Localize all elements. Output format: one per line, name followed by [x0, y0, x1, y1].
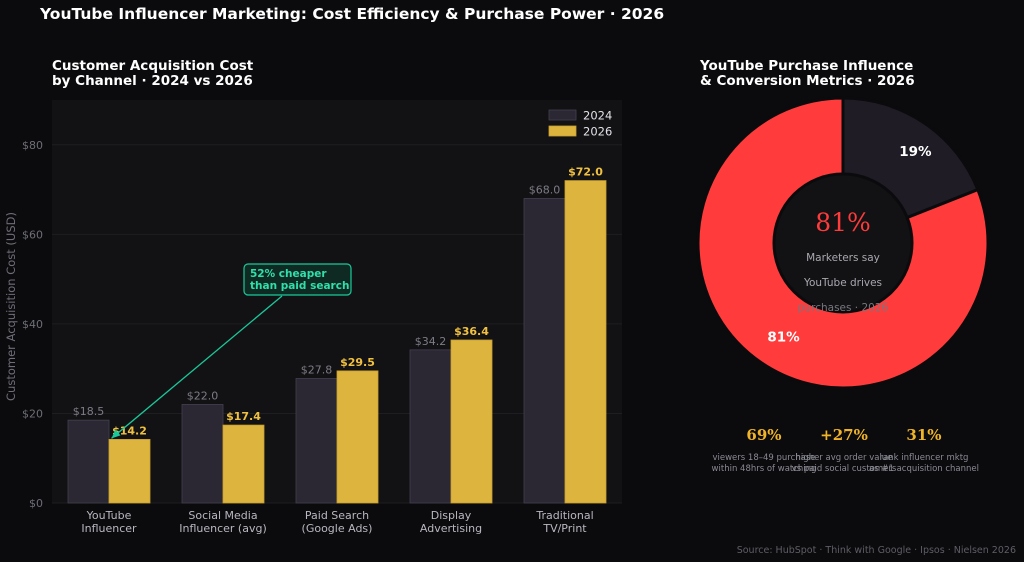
legend-swatch-2026	[548, 125, 577, 137]
bar-2026	[336, 370, 379, 504]
x-tick-label: TV/Print	[542, 522, 587, 535]
bar-chart-title: Customer Acquisition Cost by Channel · 2…	[52, 59, 253, 89]
bar-2024	[295, 378, 338, 504]
source-note: Source: HubSpot · Think with Google · Ip…	[736, 545, 1016, 556]
y-tick-label: $80	[22, 139, 43, 152]
stat-desc-1-line-2: within 48hrs of watching	[711, 464, 817, 474]
x-tick-label: Display	[431, 509, 472, 522]
annotation-arrow	[111, 295, 283, 439]
y-tick-label: $60	[22, 228, 43, 241]
legend-label-2026: 2026	[583, 125, 612, 139]
stat-desc-3-line-1: rank influencer mktg	[879, 453, 969, 463]
annotation-text: 52% cheaper	[250, 268, 327, 280]
stat-desc-3: rank influencer mktg as #1 acquisition c…	[869, 453, 979, 475]
legend-label-2024: 2024	[583, 109, 612, 123]
bar-2024	[523, 198, 566, 504]
bar-2026	[222, 424, 265, 504]
donut-slice-label: 81%	[767, 329, 800, 345]
donut-center-text: purchases · 2026	[798, 302, 889, 314]
y-tick-label: $20	[22, 407, 43, 420]
stat-value-1: 69%	[746, 426, 782, 444]
x-tick-label: Traditional	[535, 509, 593, 522]
stat-desc-2-line-2: vs paid social customers	[791, 464, 897, 474]
stat-desc-2: higher avg order value vs paid social cu…	[792, 453, 897, 475]
x-tick-label: YouTube	[86, 509, 132, 522]
x-tick-label: Influencer	[81, 522, 137, 535]
donut-chart-title-line-2: & Conversion Metrics · 2026	[700, 73, 915, 89]
x-tick-label: (Google Ads)	[302, 522, 373, 535]
stat-desc-3-line-2: as #1 acquisition channel	[868, 464, 980, 474]
annotation-arrowhead	[111, 429, 121, 439]
bar-value-label: $18.5	[73, 405, 105, 418]
stat-desc-2-line-1: higher avg order value	[795, 453, 893, 463]
bar-value-label: $36.4	[454, 325, 489, 338]
donut-center	[772, 172, 914, 314]
x-tick-label: Social Media	[188, 509, 257, 522]
donut-center-value: 81%	[815, 208, 871, 237]
stat-value-3: 31%	[906, 426, 942, 444]
bar-2026	[108, 439, 151, 504]
stat-desc-1: viewers 18–49 purchase within 48hrs of w…	[712, 453, 817, 475]
bar-value-label: $72.0	[568, 166, 603, 179]
bar-chart: $0 $20 $40 $60 $80 Customer Acquisition Cost …	[4, 108, 622, 535]
bar-value-label: $14.2	[112, 424, 147, 437]
bar-2024	[409, 349, 452, 504]
y-axis-label: Customer Acquisition Cost (USD)	[4, 212, 18, 401]
donut-slice-label: 19%	[899, 144, 932, 160]
bar-value-label: $34.2	[415, 335, 447, 348]
legend-swatch-2024	[548, 109, 577, 121]
bar-2026	[564, 180, 607, 504]
bar-2026	[450, 339, 493, 504]
bar-2024	[181, 404, 224, 504]
bar-value-label: $68.0	[529, 184, 561, 197]
bar-value-label: $17.4	[226, 410, 261, 423]
bar-2024	[67, 419, 110, 504]
x-tick-label: Advertising	[420, 522, 482, 535]
bar-chart-title-line-2: by Channel · 2024 vs 2026	[52, 73, 253, 89]
annotation-text: than paid search	[250, 280, 349, 292]
bar-chart-title-line-1: Customer Acquisition Cost	[52, 58, 254, 74]
stat-desc-1-line-1: viewers 18–49 purchase	[712, 453, 816, 463]
stat-value-2: +27%	[820, 426, 868, 444]
main-title: YouTube Influencer Marketing: Cost Effic…	[40, 5, 665, 23]
bar-value-label: $22.0	[187, 389, 219, 402]
y-tick-label: $0	[29, 497, 43, 510]
annotation-box	[243, 263, 352, 296]
y-tick-label: $40	[22, 318, 43, 331]
donut-chart-title-line-1: YouTube Purchase Influence	[700, 58, 914, 74]
x-tick-label: Influencer (avg)	[179, 522, 267, 535]
donut-chart-title: YouTube Purchase Influence & Conversion …	[700, 59, 915, 89]
donut-center-text: YouTube drives	[803, 277, 882, 289]
x-tick-label: Paid Search	[305, 509, 369, 522]
donut-center-text: Marketers say	[806, 252, 880, 264]
bar-value-label: $27.8	[301, 364, 333, 377]
bar-value-label: $29.5	[340, 356, 375, 369]
